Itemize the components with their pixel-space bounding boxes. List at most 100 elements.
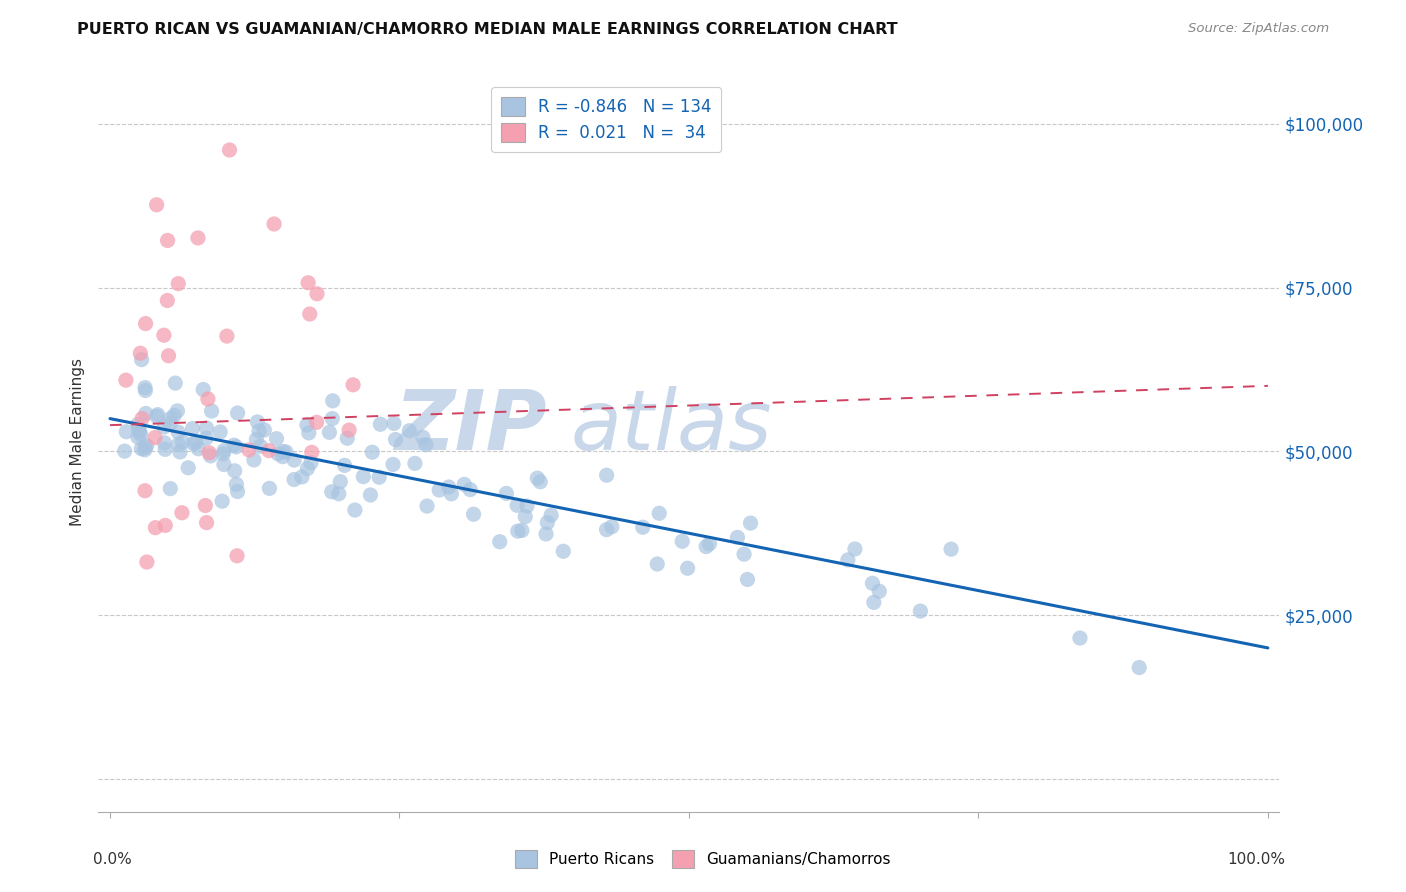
Point xyxy=(398,424,420,438)
Point xyxy=(370,417,392,432)
Point xyxy=(259,481,281,495)
Point xyxy=(226,406,249,420)
Point xyxy=(153,442,176,457)
Point xyxy=(740,516,762,530)
Point xyxy=(676,561,699,575)
Point xyxy=(298,307,321,321)
Point xyxy=(415,438,437,452)
Y-axis label: Median Male Earnings: Median Male Earnings xyxy=(70,358,86,525)
Point xyxy=(868,584,890,599)
Point xyxy=(337,423,360,437)
Point xyxy=(134,442,156,457)
Text: 0.0%: 0.0% xyxy=(93,853,131,867)
Point xyxy=(194,499,217,513)
Point xyxy=(506,499,529,513)
Point xyxy=(540,508,562,522)
Point xyxy=(159,411,181,425)
Point xyxy=(211,494,233,508)
Point xyxy=(336,431,359,445)
Point xyxy=(222,438,245,452)
Point xyxy=(437,480,460,494)
Point xyxy=(134,441,156,455)
Point xyxy=(159,417,181,431)
Point xyxy=(266,432,288,446)
Point xyxy=(200,449,222,463)
Point xyxy=(283,473,305,487)
Point xyxy=(695,540,717,554)
Text: atlas: atlas xyxy=(571,386,772,467)
Point xyxy=(343,503,366,517)
Point xyxy=(305,286,328,301)
Point xyxy=(155,518,177,533)
Point xyxy=(352,469,374,483)
Point xyxy=(733,547,755,561)
Point xyxy=(463,507,485,521)
Point xyxy=(305,415,328,429)
Point xyxy=(201,404,224,418)
Point xyxy=(181,421,204,435)
Point xyxy=(526,471,548,485)
Point xyxy=(166,404,188,418)
Point xyxy=(1069,631,1091,645)
Point xyxy=(159,482,181,496)
Point xyxy=(291,470,314,484)
Point xyxy=(595,468,617,483)
Text: PUERTO RICAN VS GUAMANIAN/CHAMORRO MEDIAN MALE EARNINGS CORRELATION CHART: PUERTO RICAN VS GUAMANIAN/CHAMORRO MEDIA… xyxy=(77,22,898,37)
Point xyxy=(458,483,481,497)
Point xyxy=(453,477,475,491)
Point xyxy=(153,435,176,450)
Point xyxy=(699,537,721,551)
Point xyxy=(212,447,235,461)
Point xyxy=(416,499,439,513)
Point xyxy=(131,442,153,456)
Point xyxy=(440,487,463,501)
Point xyxy=(271,444,294,458)
Point xyxy=(862,576,884,591)
Point xyxy=(671,534,693,549)
Point xyxy=(165,376,187,390)
Point xyxy=(515,509,537,524)
Point xyxy=(283,453,305,467)
Point xyxy=(382,458,405,472)
Point xyxy=(187,442,209,456)
Text: Source: ZipAtlas.com: Source: ZipAtlas.com xyxy=(1188,22,1329,36)
Point xyxy=(495,486,517,500)
Point xyxy=(172,435,194,450)
Point xyxy=(153,328,176,343)
Point xyxy=(146,409,169,424)
Point xyxy=(243,453,266,467)
Point xyxy=(143,431,166,445)
Point xyxy=(209,425,232,439)
Point xyxy=(134,483,156,498)
Point xyxy=(249,439,271,453)
Point xyxy=(184,435,207,450)
Point xyxy=(737,573,759,587)
Point xyxy=(218,143,240,157)
Point xyxy=(725,530,748,544)
Point xyxy=(297,276,319,290)
Point xyxy=(145,198,167,212)
Point xyxy=(163,409,186,423)
Point xyxy=(263,217,285,231)
Point xyxy=(134,384,156,398)
Point xyxy=(645,557,668,571)
Point xyxy=(837,553,859,567)
Point xyxy=(321,484,343,499)
Point xyxy=(329,475,352,489)
Point xyxy=(198,446,221,460)
Point xyxy=(404,456,426,470)
Point xyxy=(167,277,190,291)
Point xyxy=(536,516,558,530)
Point xyxy=(301,445,323,459)
Point xyxy=(328,487,350,501)
Point xyxy=(134,381,156,395)
Point xyxy=(169,445,191,459)
Point xyxy=(297,461,319,475)
Point xyxy=(318,425,340,440)
Point xyxy=(333,458,356,473)
Legend: R = -0.846   N = 134, R =  0.021   N =  34: R = -0.846 N = 134, R = 0.021 N = 34 xyxy=(491,87,721,153)
Legend: Puerto Ricans, Guamanians/Chamorros: Puerto Ricans, Guamanians/Chamorros xyxy=(509,844,897,873)
Point xyxy=(553,544,575,558)
Point xyxy=(115,425,138,439)
Point xyxy=(1128,660,1150,674)
